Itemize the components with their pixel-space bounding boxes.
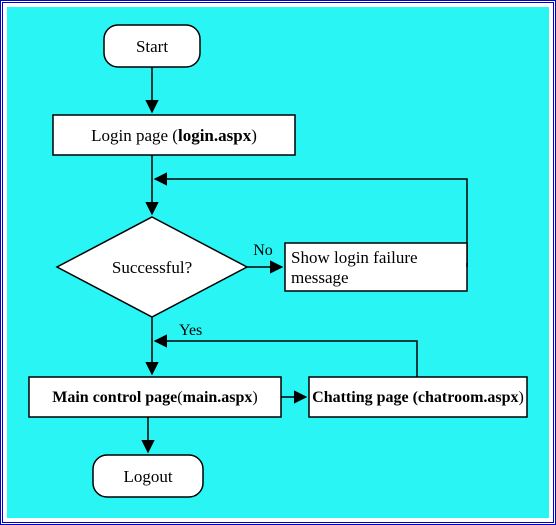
flowchart-canvas: Start Login page (login.aspx) Successful…	[7, 7, 549, 518]
diagram-frame: Start Login page (login.aspx) Successful…	[0, 0, 556, 525]
node-fail: Show login failure message	[285, 243, 467, 291]
main-label: Main control page(main.aspx)	[52, 389, 257, 406]
fail-line1: Show login failure	[291, 248, 418, 267]
login-label: Login page (login.aspx)	[91, 126, 257, 145]
node-chat: Chatting page (chatroom.aspx)	[309, 377, 527, 417]
logout-label: Logout	[123, 467, 172, 486]
decision-label: Successful?	[112, 258, 192, 277]
label-yes: Yes	[179, 322, 202, 339]
node-logout: Logout	[93, 455, 203, 497]
node-login: Login page (login.aspx)	[53, 115, 295, 155]
fail-line2: message	[291, 268, 349, 287]
chat-label: Chatting page (chatroom.aspx)	[312, 389, 524, 406]
node-main: Main control page(main.aspx)	[29, 377, 281, 417]
start-label: Start	[136, 37, 168, 56]
node-start: Start	[104, 25, 200, 67]
label-no: No	[253, 242, 273, 259]
